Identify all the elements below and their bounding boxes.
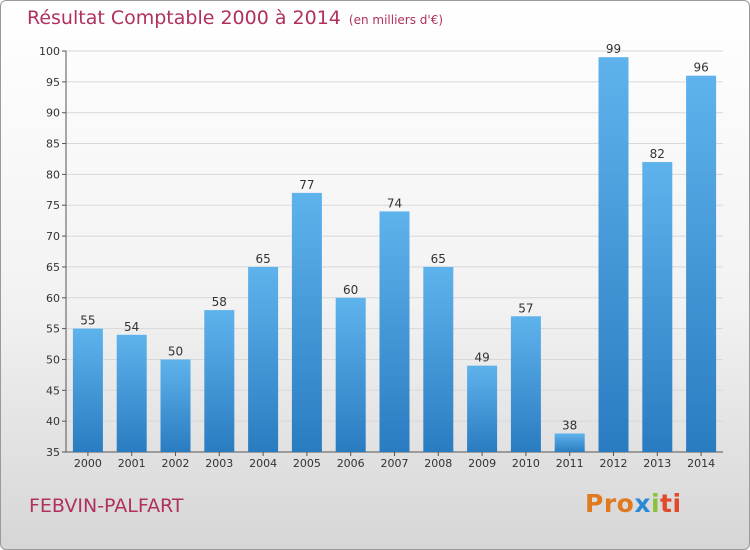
proxiti-logo: Proxiti — [585, 489, 682, 518]
bar — [423, 266, 454, 452]
y-tick-label: 75 — [46, 199, 60, 212]
bar — [510, 316, 541, 452]
y-tick-label: 85 — [46, 138, 60, 151]
bar — [598, 57, 629, 453]
x-tick-label: 2003 — [205, 457, 233, 470]
bar — [204, 310, 235, 452]
bar — [554, 433, 585, 452]
data-label: 77 — [299, 178, 314, 192]
y-tick-label: 90 — [46, 107, 60, 120]
chart-title-text: Résultat Comptable 2000 à 2014 — [27, 7, 341, 29]
logo-part: x — [634, 489, 651, 518]
bar — [248, 266, 279, 452]
logo-part: ti — [660, 489, 682, 518]
x-tick-label: 2000 — [74, 457, 102, 470]
bar — [291, 192, 322, 452]
y-tick-label: 55 — [46, 323, 60, 336]
bar — [72, 328, 103, 452]
bar — [686, 75, 717, 452]
data-label: 50 — [168, 344, 183, 358]
y-tick-label: 70 — [46, 230, 60, 243]
bar — [116, 334, 147, 452]
x-tick-label: 2007 — [381, 457, 409, 470]
x-tick-label: 2010 — [512, 457, 540, 470]
bar — [335, 297, 366, 452]
data-label: 96 — [693, 61, 708, 75]
x-tick-label: 2006 — [337, 457, 365, 470]
y-tick-label: 65 — [46, 261, 60, 274]
y-tick-label: 100 — [39, 45, 60, 58]
data-label: 49 — [474, 351, 489, 365]
x-tick-label: 2001 — [118, 457, 146, 470]
data-label: 58 — [212, 295, 227, 309]
x-tick-label: 2013 — [643, 457, 671, 470]
chart-title: Résultat Comptable 2000 à 2014 (en millie… — [27, 7, 443, 29]
data-label: 74 — [387, 196, 402, 210]
y-tick-label: 40 — [46, 415, 60, 428]
logo-part: i — [650, 489, 661, 518]
x-tick-label: 2002 — [162, 457, 190, 470]
bar — [467, 365, 498, 452]
data-label: 99 — [606, 42, 621, 56]
data-label: 82 — [650, 147, 665, 161]
data-label: 57 — [518, 301, 533, 315]
data-label: 55 — [80, 314, 95, 328]
x-tick-label: 2008 — [424, 457, 452, 470]
bar — [160, 359, 191, 452]
bar — [642, 162, 673, 453]
y-tick-label: 45 — [46, 384, 60, 397]
data-label: 38 — [562, 418, 577, 432]
place-name: FEBVIN-PALFART — [29, 495, 184, 517]
logo-part: Pro — [585, 489, 635, 518]
data-label: 54 — [124, 320, 139, 334]
x-tick-label: 2012 — [600, 457, 628, 470]
y-tick-label: 50 — [46, 353, 60, 366]
x-tick-label: 2009 — [468, 457, 496, 470]
y-tick-label: 60 — [46, 292, 60, 305]
chart-subtitle: (en milliers d'€) — [348, 13, 444, 27]
y-tick-label: 95 — [46, 76, 60, 89]
x-tick-label: 2004 — [249, 457, 277, 470]
data-label: 60 — [343, 283, 358, 297]
x-tick-label: 2005 — [293, 457, 321, 470]
x-tick-label: 2011 — [556, 457, 584, 470]
bar — [379, 211, 410, 452]
y-tick-label: 80 — [46, 168, 60, 181]
x-tick-label: 2014 — [687, 457, 715, 470]
y-tick-label: 35 — [46, 446, 60, 459]
bar-layer: 55 54 50 58 65 77 60 74 65 49 57 38 99 82 96 — [72, 42, 717, 453]
data-label: 65 — [255, 252, 270, 266]
data-label: 65 — [431, 252, 446, 266]
